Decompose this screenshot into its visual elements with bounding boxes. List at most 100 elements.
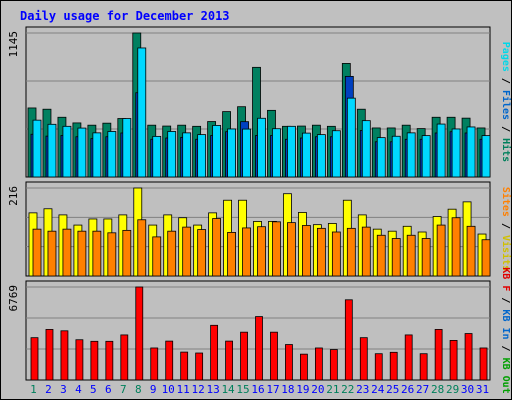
x-tick-label-day-10: 10	[162, 383, 175, 396]
bar-sites-day-4	[77, 230, 87, 277]
legend-part: /	[500, 340, 511, 358]
x-tick-label-day-27: 27	[416, 383, 429, 396]
bar-pages-day-27	[421, 135, 431, 178]
bar-pages-day-7	[122, 118, 132, 178]
bar-pages-day-25	[391, 135, 401, 178]
bar-kbf-day-10	[165, 340, 174, 381]
x-tick-label-day-13: 13	[206, 383, 219, 396]
bar-kbf-day-21	[329, 349, 338, 381]
x-tick-label-day-30: 30	[461, 383, 474, 396]
bar-kbf-day-27	[419, 353, 428, 381]
bar-sites-day-23	[361, 226, 371, 277]
bar-pages-day-22	[346, 97, 356, 178]
bar-sites-day-7	[122, 229, 132, 277]
bar-kbf-day-5	[90, 340, 99, 381]
bar-kbf-day-23	[359, 337, 368, 381]
x-tick-label-day-31: 31	[476, 383, 489, 396]
bar-pages-day-19	[302, 132, 311, 178]
bar-sites-day-19	[302, 225, 311, 277]
bar-sites-day-30	[466, 225, 476, 277]
bar-sites-day-6	[107, 232, 117, 277]
bar-pages-day-1	[32, 119, 42, 178]
bar-sites-day-27	[421, 238, 431, 277]
bar-pages-day-30	[466, 126, 476, 178]
x-tick-label-day-29: 29	[446, 383, 459, 396]
bar-kbf-day-29	[449, 340, 458, 381]
bar-sites-day-31	[481, 239, 491, 277]
bar-pages-day-18	[287, 125, 296, 178]
bar-sites-day-5	[92, 230, 102, 277]
bar-pages-day-29	[451, 128, 461, 178]
x-tick-label-day-21: 21	[326, 383, 339, 396]
bar-kbf-day-18	[285, 344, 293, 381]
bar-kbf-day-6	[105, 340, 114, 381]
bar-kbf-day-30	[464, 333, 473, 381]
bar-sites-day-3	[62, 228, 72, 277]
bar-pages-day-14	[227, 128, 236, 178]
bar-kbf-day-26	[404, 334, 413, 381]
x-tick-label-day-12: 12	[192, 383, 205, 396]
bar-pages-day-16	[257, 117, 266, 178]
x-tick-label-day-19: 19	[296, 383, 309, 396]
x-tick-label-day-5: 5	[90, 383, 97, 396]
bar-pages-day-9	[152, 135, 162, 178]
panel-hits-files-pages-ymax-label: 1145	[7, 31, 20, 58]
bar-sites-day-24	[376, 234, 386, 277]
panel-kb-f-ymax-label: 6769	[7, 285, 20, 312]
bar-kbf-day-17	[270, 331, 278, 381]
bar-kbf-day-19	[300, 353, 308, 381]
x-tick-label-day-18: 18	[281, 383, 294, 396]
bar-sites-day-18	[287, 222, 296, 277]
legend-part: KB In	[500, 309, 511, 339]
bar-sites-day-16	[257, 226, 266, 277]
bar-kbf-day-12	[195, 352, 204, 381]
bar-kbf-day-11	[180, 351, 189, 381]
bar-kbf-day-4	[75, 339, 84, 381]
bar-pages-day-21	[331, 130, 341, 178]
legend-part: Visits	[500, 235, 512, 271]
x-tick-label-day-17: 17	[266, 383, 279, 396]
bar-sites-day-12	[197, 229, 207, 277]
legend-part: /	[500, 291, 511, 309]
bar-sites-day-1	[32, 228, 42, 277]
bar-kbf-day-13	[210, 324, 219, 381]
x-tick-label-day-11: 11	[177, 383, 190, 396]
x-tick-label-day-24: 24	[371, 383, 385, 396]
bar-pages-day-28	[436, 123, 446, 178]
x-tick-label-day-26: 26	[401, 383, 414, 396]
bar-kbf-day-24	[374, 353, 383, 381]
bar-sites-day-22	[346, 227, 356, 277]
legend-part: /	[500, 120, 511, 138]
legend-part: KB F	[500, 267, 511, 291]
bar-sites-day-14	[227, 232, 236, 277]
x-tick-label-day-20: 20	[311, 383, 324, 396]
bar-pages-day-23	[361, 120, 371, 178]
bar-pages-day-31	[481, 135, 491, 178]
legend-part: Files	[500, 90, 512, 120]
bar-pages-day-17	[272, 128, 281, 178]
bar-kbf-day-22	[344, 299, 353, 381]
bar-pages-day-8	[137, 47, 147, 178]
bar-sites-day-26	[406, 234, 416, 277]
bar-pages-day-20	[316, 134, 326, 178]
bar-pages-day-26	[406, 132, 416, 178]
bar-sites-day-20	[316, 227, 326, 277]
legend-part: Hits	[500, 138, 512, 162]
bar-kbf-day-15	[240, 331, 248, 381]
x-tick-label-day-6: 6	[105, 383, 112, 396]
x-tick-label-day-1: 1	[30, 383, 37, 396]
x-tick-label-day-2: 2	[45, 383, 52, 396]
legend-part: /	[500, 217, 511, 235]
bar-pages-day-12	[197, 134, 207, 178]
bar-kbf-day-9	[150, 347, 159, 381]
bar-sites-day-29	[451, 217, 461, 277]
x-tick-label-day-14: 14	[221, 383, 235, 396]
x-tick-label-day-25: 25	[386, 383, 399, 396]
bar-sites-day-8	[137, 219, 147, 277]
x-tick-label-day-28: 28	[431, 383, 444, 396]
legend-part: KB Out	[500, 358, 511, 394]
bar-kbf-day-7	[120, 334, 129, 381]
bar-kbf-day-16	[255, 316, 263, 381]
